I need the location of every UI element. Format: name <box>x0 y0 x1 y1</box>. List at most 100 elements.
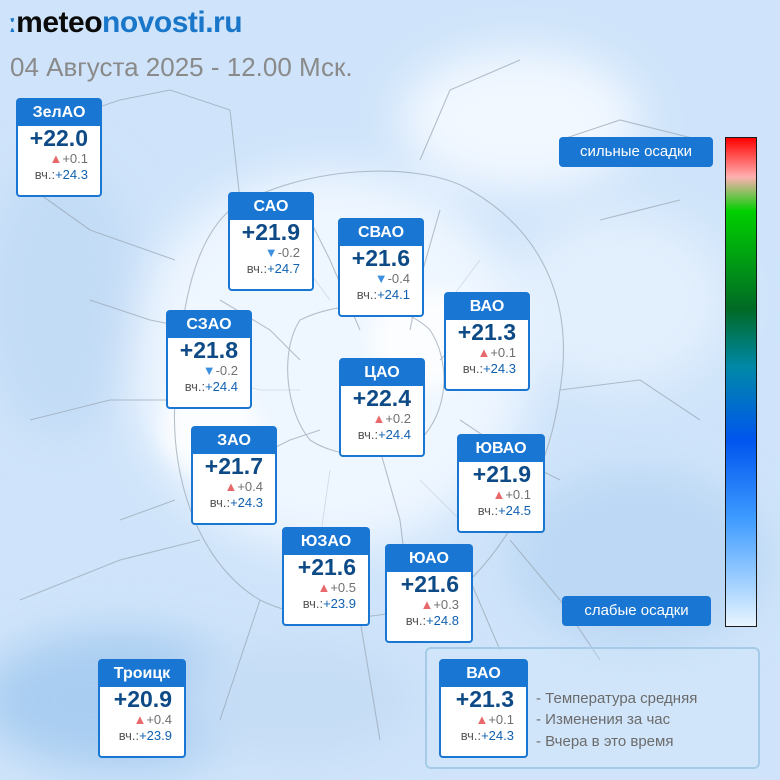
district-temperature: +21.6 <box>351 245 410 271</box>
yesterday-temperature: вч.:+24.3 <box>441 728 526 744</box>
yesterday-value: +24.4 <box>378 427 411 442</box>
district-name: СЗАО <box>168 312 250 338</box>
change-arrow-icon: ▼ <box>374 271 388 286</box>
hourly-change: ▼-0.2 <box>230 245 312 261</box>
change-arrow-icon: ▼ <box>264 245 278 260</box>
yesterday-temperature: вч.:+23.9 <box>284 596 368 612</box>
hourly-change: ▲+0.1 <box>446 345 528 361</box>
yesterday-prefix: вч.: <box>460 728 482 743</box>
district-name: ЮАО <box>387 546 471 572</box>
legend-item-hourly-change: - Изменения за час <box>536 711 671 728</box>
hourly-change: ▲+0.5 <box>284 580 368 596</box>
change-value: +0.1 <box>505 487 531 502</box>
yesterday-prefix: вч.: <box>405 613 427 628</box>
yesterday-prefix: вч.: <box>184 379 206 394</box>
district-name: СВАО <box>340 220 422 246</box>
yesterday-temperature: вч.:+24.1 <box>340 287 422 303</box>
district-name: ЗАО <box>193 428 275 454</box>
district-temperature: +21.9 <box>472 461 531 487</box>
district-card-troitsk[interactable]: Троицк +20.9 ▲+0.4 вч.:+23.9 <box>98 659 186 758</box>
district-temperature: +21.3 <box>457 319 516 345</box>
yesterday-prefix: вч.: <box>356 287 378 302</box>
hourly-change: ▼-0.2 <box>168 363 250 379</box>
hourly-change: ▲+0.1 <box>441 712 526 728</box>
hourly-change: ▲+0.2 <box>341 411 423 427</box>
yesterday-prefix: вч.: <box>357 427 379 442</box>
hourly-change: ▲+0.4 <box>100 712 184 728</box>
district-temperature: +22.4 <box>352 385 411 411</box>
district-card-svao[interactable]: СВАО +21.6 ▼-0.4 вч.:+24.1 <box>338 218 424 317</box>
district-card-szao[interactable]: СЗАО +21.8 ▼-0.2 вч.:+24.4 <box>166 310 252 409</box>
change-arrow-icon: ▲ <box>492 487 506 502</box>
yesterday-prefix: вч.: <box>118 728 140 743</box>
yesterday-temperature: вч.:+24.3 <box>446 361 528 377</box>
yesterday-value: +24.4 <box>205 379 238 394</box>
yesterday-temperature: вч.:+23.9 <box>100 728 184 744</box>
logo-text-meteo: meteo <box>16 6 103 39</box>
change-arrow-icon: ▲ <box>49 151 63 166</box>
change-arrow-icon: ▲ <box>317 580 331 595</box>
district-name: ЮЗАО <box>284 529 368 555</box>
change-arrow-icon: ▲ <box>477 345 491 360</box>
change-arrow-icon: ▲ <box>133 712 147 727</box>
district-card-zao[interactable]: ЗАО +21.7 ▲+0.4 вч.:+24.3 <box>191 426 277 525</box>
site-logo[interactable]: ːmeteonovosti.ru <box>8 6 243 40</box>
yesterday-prefix: вч.: <box>246 261 268 276</box>
district-name: ВАО <box>446 294 528 320</box>
yesterday-value: +23.9 <box>139 728 172 743</box>
yesterday-value: +24.8 <box>426 613 459 628</box>
yesterday-temperature: вч.:+24.7 <box>230 261 312 277</box>
district-card-yuao[interactable]: ЮАО +21.6 ▲+0.3 вч.:+24.8 <box>385 544 473 643</box>
district-name: САО <box>230 194 312 220</box>
change-value: +0.1 <box>62 151 88 166</box>
change-value: +0.3 <box>433 597 459 612</box>
change-arrow-icon: ▲ <box>420 597 434 612</box>
district-temperature: +21.8 <box>179 337 238 363</box>
district-name: ЗелАО <box>18 100 100 126</box>
district-card-vao[interactable]: ВАО +21.3 ▲+0.1 вч.:+24.3 <box>444 292 530 391</box>
yesterday-value: +24.3 <box>55 167 88 182</box>
yesterday-prefix: вч.: <box>477 503 499 518</box>
change-value: +0.4 <box>146 712 172 727</box>
change-value: -0.2 <box>215 363 238 378</box>
change-value: +0.4 <box>237 479 263 494</box>
district-card-sao[interactable]: САО +21.9 ▼-0.2 вч.:+24.7 <box>228 192 314 291</box>
yesterday-temperature: вч.:+24.8 <box>387 613 471 629</box>
legend-sample-card: ВАО +21.3 ▲+0.1 вч.:+24.3 <box>439 659 528 758</box>
district-card-cao[interactable]: ЦАО +22.4 ▲+0.2 вч.:+24.4 <box>339 358 425 457</box>
change-value: +0.1 <box>488 712 514 727</box>
district-temperature: +20.9 <box>113 686 172 712</box>
district-temperature: +21.7 <box>204 453 263 479</box>
change-value: +0.5 <box>330 580 356 595</box>
hourly-change: ▲+0.3 <box>387 597 471 613</box>
district-card-yuzao[interactable]: ЮЗАО +21.6 ▲+0.5 вч.:+23.9 <box>282 527 370 626</box>
yesterday-value: +24.3 <box>481 728 514 743</box>
district-card-zelao[interactable]: ЗелАО +22.0 ▲+0.1 вч.:+24.3 <box>16 98 102 197</box>
yesterday-prefix: вч.: <box>302 596 324 611</box>
change-arrow-icon: ▲ <box>372 411 386 426</box>
yesterday-temperature: вч.:+24.4 <box>168 379 250 395</box>
district-name: ЦАО <box>341 360 423 386</box>
change-arrow-icon: ▲ <box>475 712 489 727</box>
report-datetime: 04 Августа 2025 - 12.00 Мск. <box>10 52 353 82</box>
yesterday-value: +24.7 <box>267 261 300 276</box>
light-precip-label: слабые осадки <box>562 596 711 626</box>
district-temperature: +21.9 <box>241 219 300 245</box>
yesterday-value: +23.9 <box>323 596 356 611</box>
yesterday-value: +24.5 <box>498 503 531 518</box>
yesterday-temperature: вч.:+24.3 <box>18 167 100 183</box>
precipitation-color-scale <box>725 137 757 627</box>
hourly-change: ▲+0.1 <box>18 151 100 167</box>
hourly-change: ▲+0.4 <box>193 479 275 495</box>
change-value: +0.2 <box>385 411 411 426</box>
legend-item-yesterday: - Вчера в это время <box>536 733 674 750</box>
hourly-change: ▼-0.4 <box>340 271 422 287</box>
logo-text-novosti: novosti.ru <box>102 6 243 39</box>
district-name: Троицк <box>100 661 184 687</box>
district-name: ВАО <box>441 661 526 687</box>
district-temperature: +21.3 <box>455 686 514 712</box>
district-card-yuvao[interactable]: ЮВАО +21.9 ▲+0.1 вч.:+24.5 <box>457 434 545 533</box>
heavy-precip-label: сильные осадки <box>559 137 713 167</box>
change-value: -0.2 <box>277 245 300 260</box>
district-temperature: +21.6 <box>400 571 459 597</box>
